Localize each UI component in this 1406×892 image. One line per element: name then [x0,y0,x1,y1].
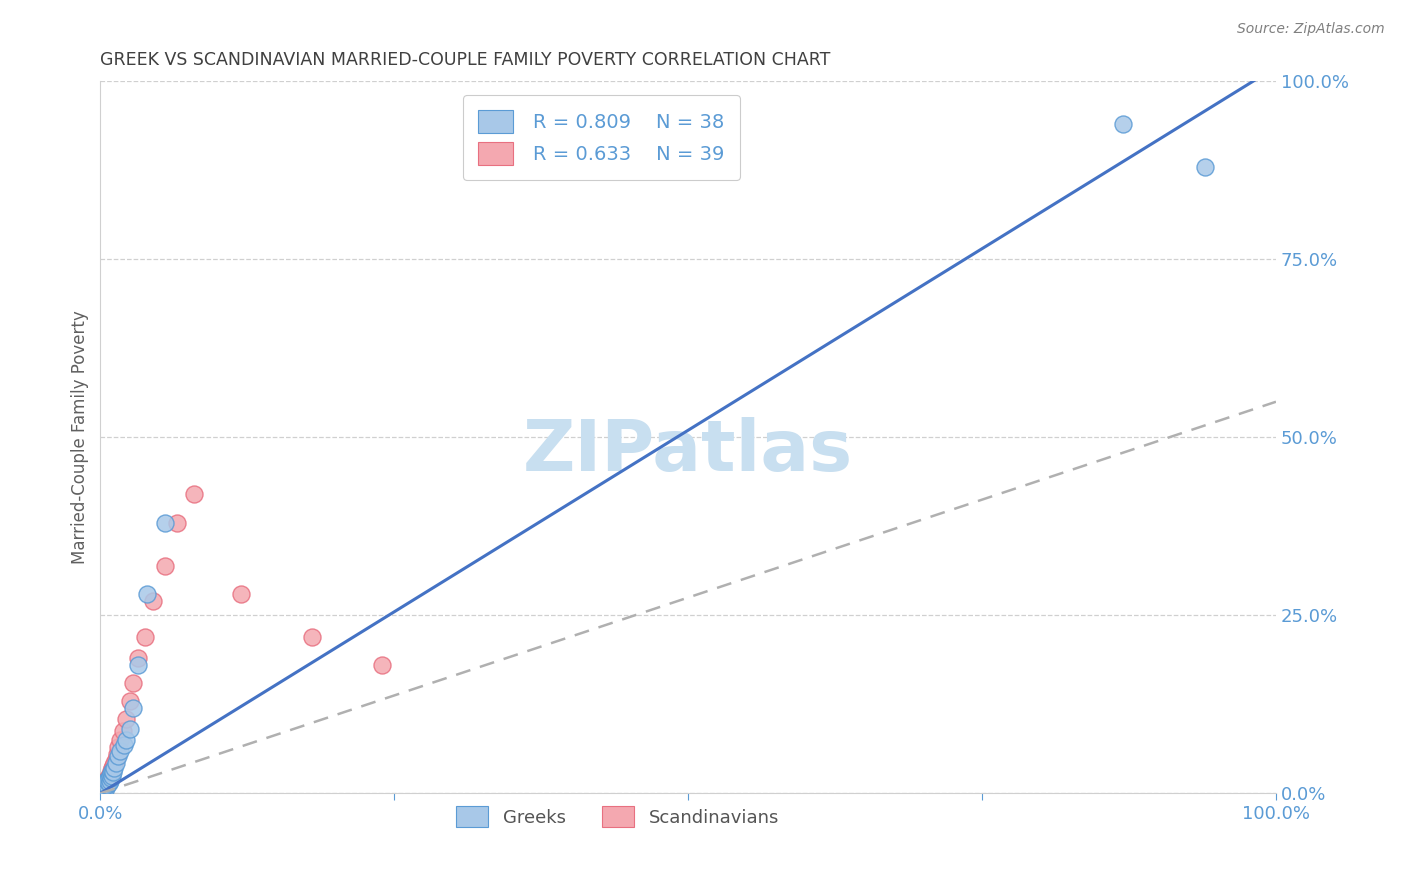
Point [1194,160,1216,174]
Point [90,785,112,799]
Point [94,779,117,793]
Point [110,744,132,758]
Point [98,771,121,785]
Point [94,780,117,794]
Point [90,782,112,797]
Point [103,756,125,771]
Point [96,780,118,795]
Point [110,733,132,747]
Point [93,775,115,789]
Point [93,780,115,795]
Point [101,764,124,778]
Point [96,773,118,788]
Point [100,766,122,780]
Point [90,782,112,797]
Point [371,658,394,673]
Point [91,778,114,792]
Point [93,782,115,797]
Legend: Greeks, Scandinavians: Greeks, Scandinavians [449,799,786,834]
Point [166,516,188,530]
Point [100,764,122,778]
Point [115,733,138,747]
Point [96,778,118,792]
Point [96,778,118,792]
Y-axis label: Married-Couple Family Poverty: Married-Couple Family Poverty [72,310,89,565]
Point [91,779,114,793]
Point [104,756,127,771]
Point [96,778,118,792]
Point [231,587,253,601]
Point [97,768,120,782]
Point [103,759,125,773]
Text: Source: ZipAtlas.com: Source: ZipAtlas.com [1237,22,1385,37]
Point [153,516,176,530]
Point [1112,117,1135,131]
Point [100,766,122,780]
Point [93,778,115,792]
Point [107,749,129,764]
Point [96,773,118,788]
Point [96,773,118,788]
Point [91,784,114,798]
Point [94,781,117,796]
Point [101,768,124,782]
Point [93,779,115,793]
Point [91,781,114,796]
Point [90,785,112,799]
Point [104,752,127,766]
Point [142,594,165,608]
Point [105,747,128,762]
Point [127,651,149,665]
Point [96,775,118,789]
Point [118,723,141,737]
Point [101,761,124,775]
Point [122,701,145,715]
Point [127,658,149,673]
Point [153,558,176,573]
Point [94,777,117,791]
Point [136,587,159,601]
Point [103,764,125,779]
Point [115,712,138,726]
Point [103,761,125,775]
Point [122,676,145,690]
Point [94,775,117,789]
Point [96,772,118,786]
Point [112,738,135,752]
Point [91,783,114,797]
Point [107,740,129,755]
Point [97,773,120,788]
Point [183,487,205,501]
Point [134,630,156,644]
Text: ZIPatlas: ZIPatlas [523,417,853,486]
Point [118,694,141,708]
Point [111,723,134,738]
Point [98,768,121,782]
Point [100,771,122,785]
Text: GREEK VS SCANDINAVIAN MARRIED-COUPLE FAMILY POVERTY CORRELATION CHART: GREEK VS SCANDINAVIAN MARRIED-COUPLE FAM… [100,51,831,69]
Point [97,775,120,789]
Point [91,780,114,795]
Point [93,782,115,797]
Point [301,630,323,644]
Point [98,773,121,788]
Point [97,771,120,785]
